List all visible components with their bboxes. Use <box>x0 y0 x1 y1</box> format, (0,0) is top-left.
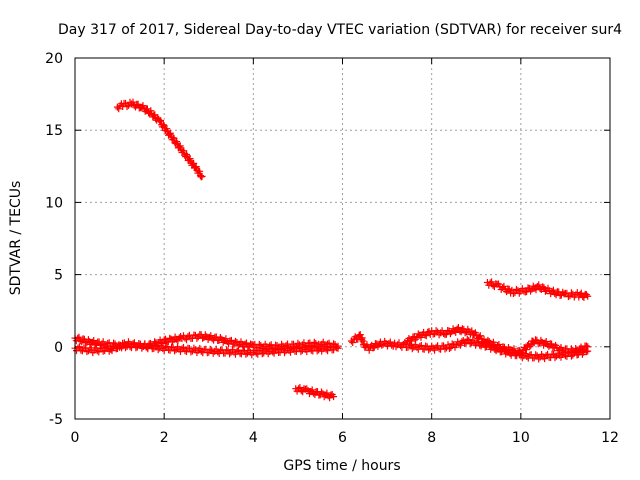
x-tick-label: 0 <box>71 430 80 446</box>
y-tick-label: 10 <box>45 195 63 211</box>
tick-layer: 0 2 4 6 8 10 12 -5 0 5 10 15 20 <box>45 51 619 446</box>
series-segment-1 <box>113 98 206 181</box>
x-tick-label: 4 <box>249 430 258 446</box>
x-tick-label: 8 <box>427 430 436 446</box>
x-tick-label: 12 <box>601 430 619 446</box>
series-markers <box>292 384 338 402</box>
x-tick-label: 10 <box>512 430 530 446</box>
x-tick-label: 6 <box>338 430 347 446</box>
series-segment-3 <box>483 278 592 301</box>
series-markers <box>401 324 592 358</box>
y-tick-label: 0 <box>54 340 63 356</box>
grid-layer <box>75 58 610 419</box>
series-markers <box>113 98 206 181</box>
y-tick-label: 15 <box>45 123 63 139</box>
series-segment-2 <box>292 384 338 402</box>
series-markers <box>483 278 592 301</box>
plot-frame <box>74 57 611 420</box>
y-tick-label: 20 <box>45 51 63 67</box>
x-axis-label: GPS time / hours <box>283 458 400 474</box>
series-band-4 <box>401 324 592 358</box>
y-tick-label: 5 <box>54 268 63 284</box>
y-axis-label: SDTVAR / TECUs <box>8 181 24 296</box>
x-tick-label: 2 <box>160 430 169 446</box>
y-tick-label: -5 <box>49 412 63 428</box>
chart-title: Day 317 of 2017, Sidereal Day-to-day VTE… <box>58 22 622 38</box>
data-layer <box>71 98 592 402</box>
